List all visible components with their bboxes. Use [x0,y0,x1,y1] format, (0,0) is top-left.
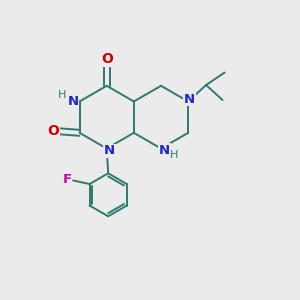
Text: O: O [101,52,112,66]
Text: F: F [63,173,72,186]
Text: H: H [170,150,178,160]
Text: N: N [184,93,195,106]
Text: N: N [68,95,79,108]
Text: H: H [58,90,66,100]
Text: N: N [159,144,170,157]
Text: O: O [48,124,59,138]
Text: N: N [104,144,115,158]
